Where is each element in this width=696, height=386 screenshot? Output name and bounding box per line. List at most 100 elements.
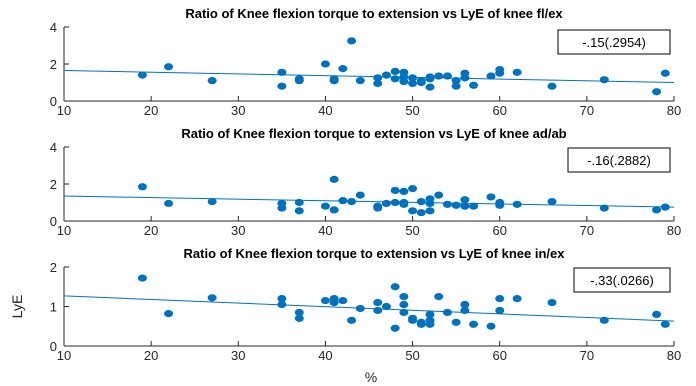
annotation-text: -.33(.0266)	[590, 273, 654, 288]
data-point	[164, 310, 174, 318]
data-point	[547, 197, 557, 206]
data-point	[381, 199, 391, 208]
data-point	[373, 74, 383, 82]
data-point	[660, 69, 670, 77]
data-point	[451, 201, 461, 209]
data-point	[495, 201, 505, 209]
y-tick-label: 4	[50, 140, 57, 155]
data-point	[495, 69, 505, 77]
data-point	[277, 68, 287, 76]
data-point	[355, 77, 365, 85]
data-point	[425, 83, 435, 91]
data-point	[599, 204, 609, 212]
y-axis-label: LyE	[9, 295, 25, 319]
y-tick-label: 2	[50, 177, 57, 192]
data-point	[660, 203, 670, 211]
chart-title: Ratio of Knee flexion torque to extensio…	[184, 246, 566, 261]
data-point	[425, 320, 435, 328]
data-point	[294, 198, 304, 207]
data-point	[329, 298, 339, 307]
data-point	[294, 308, 304, 317]
data-point	[320, 296, 330, 305]
data-point	[469, 81, 479, 89]
data-point	[137, 71, 147, 79]
data-point	[294, 314, 304, 322]
data-point	[347, 37, 357, 45]
data-point	[137, 274, 147, 282]
data-point	[399, 77, 409, 86]
y-tick-label: 0	[50, 214, 57, 229]
data-point	[495, 306, 505, 315]
data-point	[486, 193, 496, 201]
data-point	[338, 296, 348, 305]
data-point	[355, 304, 365, 313]
data-point	[294, 77, 304, 85]
x-tick-label: 70	[580, 223, 594, 238]
data-point	[207, 77, 217, 85]
data-point	[390, 198, 400, 207]
chart-panel-1: Ratio of Knee flexion torque to extensio…	[50, 6, 681, 118]
data-point	[329, 175, 339, 183]
data-point	[329, 206, 339, 214]
data-point	[408, 316, 418, 324]
data-point	[547, 298, 557, 307]
y-tick-label: 2	[50, 57, 57, 72]
data-point	[599, 76, 609, 84]
chart-title: Ratio of Knee flexion torque to extensio…	[181, 126, 566, 141]
chart-panel-2: Ratio of Knee flexion torque to extensio…	[50, 126, 681, 238]
data-point	[416, 78, 426, 87]
x-tick-label: 70	[580, 103, 594, 118]
data-point	[164, 199, 174, 208]
data-point	[338, 65, 348, 73]
annotation-text: -.16(.2882)	[587, 153, 651, 168]
data-point	[373, 306, 383, 315]
data-point	[434, 191, 444, 199]
y-tick-label: 0	[50, 94, 57, 109]
chart-panel-3: Ratio of Knee flexion torque to extensio…	[9, 246, 681, 385]
x-tick-label: 20	[144, 103, 158, 118]
data-point	[399, 200, 409, 208]
x-tick-label: 10	[57, 223, 71, 238]
data-point	[442, 72, 452, 80]
data-point	[408, 185, 418, 193]
data-point	[451, 318, 461, 326]
x-tick-label: 30	[231, 103, 245, 118]
x-tick-label: 10	[57, 103, 71, 118]
data-point	[399, 293, 409, 301]
data-point	[408, 79, 418, 88]
data-point	[434, 72, 444, 80]
x-tick-label: 80	[667, 103, 681, 118]
data-point	[390, 324, 400, 332]
data-point	[381, 302, 391, 311]
y-tick-label: 0	[50, 339, 57, 354]
data-point	[460, 306, 470, 315]
data-point	[347, 316, 357, 324]
x-tick-label: 80	[667, 223, 681, 238]
data-point	[207, 294, 217, 302]
x-tick-label: 60	[492, 223, 506, 238]
trend-line	[63, 195, 675, 208]
data-point	[399, 308, 409, 317]
x-tick-label: 40	[318, 103, 332, 118]
data-point	[381, 71, 391, 79]
data-point	[434, 293, 444, 301]
data-point	[277, 204, 287, 212]
x-tick-label: 50	[405, 348, 419, 363]
data-point	[442, 308, 452, 317]
x-tick-label: 50	[405, 223, 419, 238]
data-point	[460, 300, 470, 309]
y-tick-label: 2	[50, 260, 57, 275]
data-point	[399, 187, 409, 195]
data-point	[469, 320, 479, 328]
x-tick-label: 20	[144, 348, 158, 363]
trend-line	[63, 295, 675, 322]
data-point	[277, 295, 287, 303]
x-tick-label: 40	[318, 223, 332, 238]
data-point	[347, 197, 357, 206]
x-tick-label: 30	[231, 348, 245, 363]
data-point	[294, 207, 304, 215]
data-point	[416, 209, 426, 217]
x-tick-label: 80	[667, 348, 681, 363]
data-point	[277, 300, 287, 309]
